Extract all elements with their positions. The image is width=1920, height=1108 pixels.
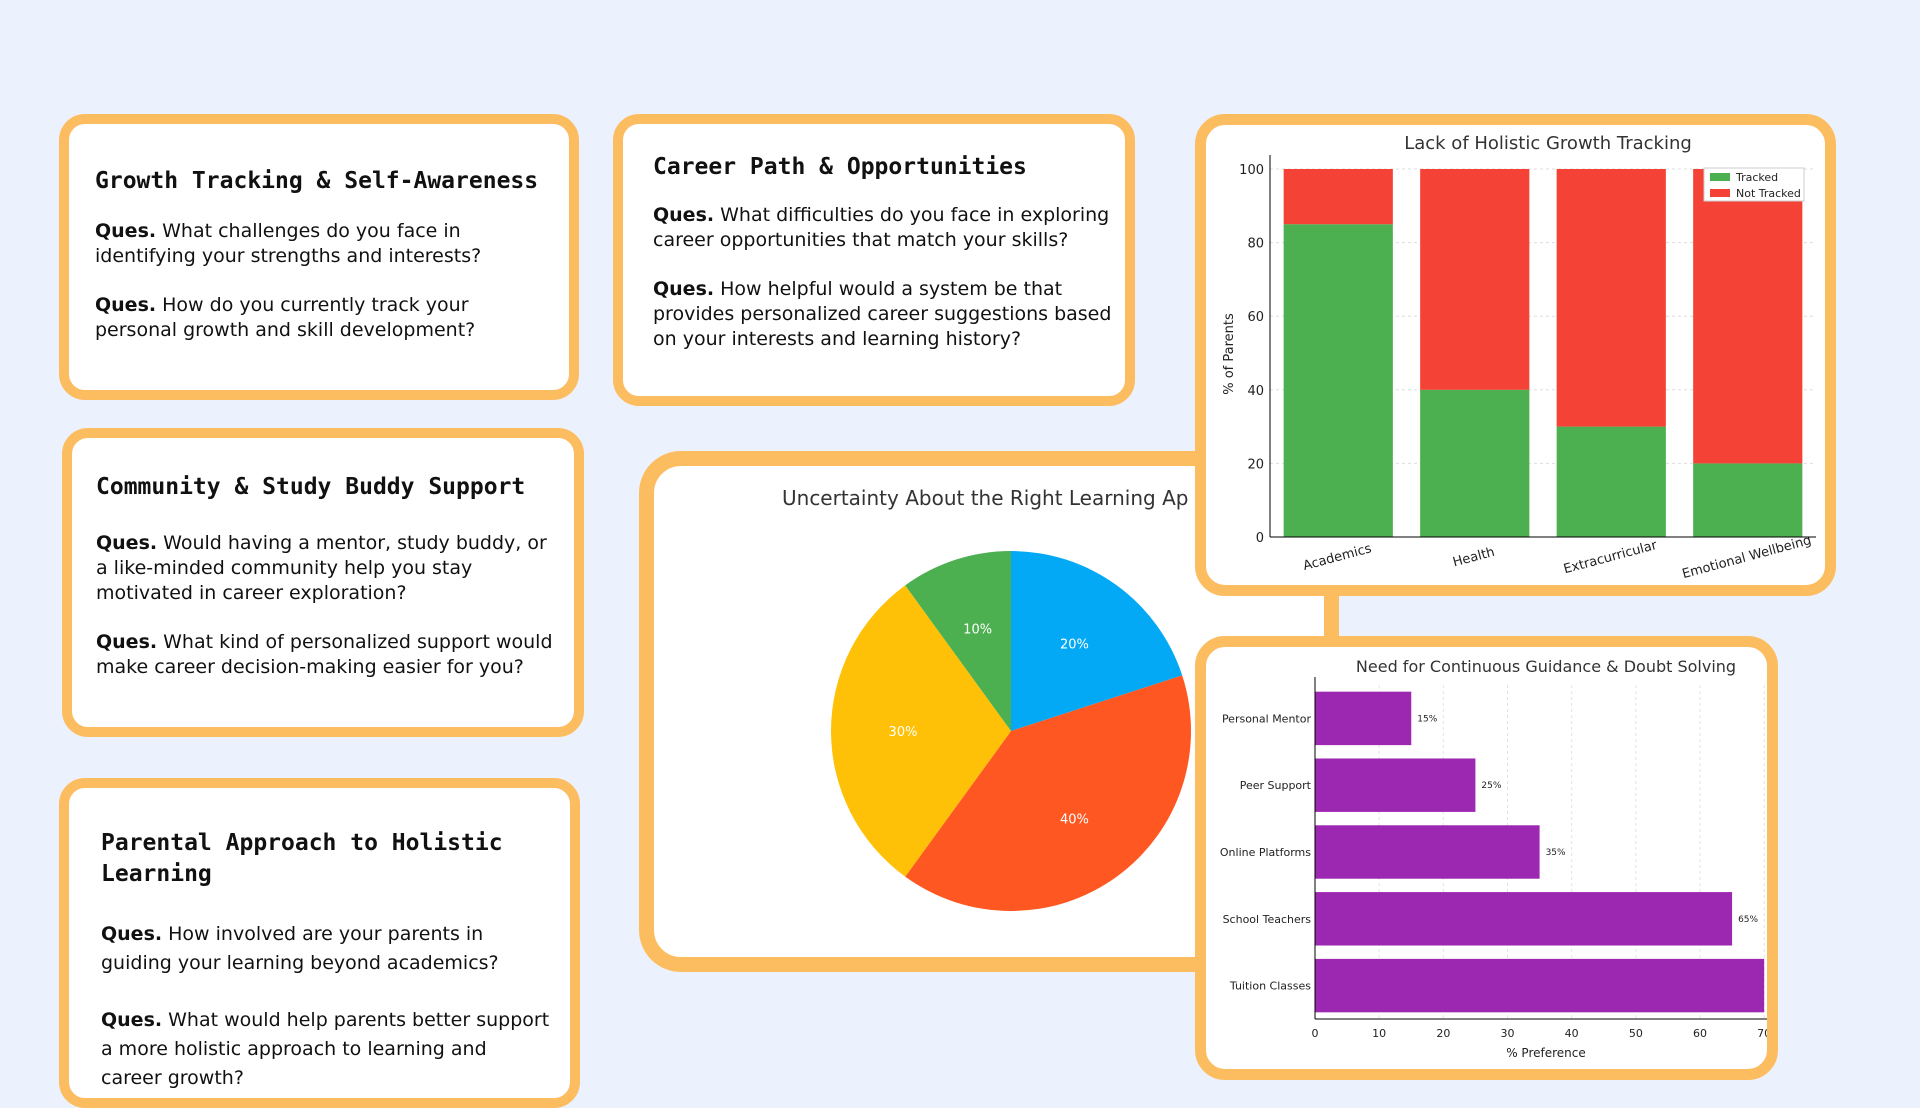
bar-segment	[1693, 463, 1803, 537]
pie-slice	[905, 551, 1011, 731]
question-2: Ques. What kind of personalized support …	[96, 631, 553, 678]
y-tick-label: Online Platforms	[1220, 846, 1311, 859]
card-growth-tracking: Growth Tracking & Self-Awareness Ques. W…	[59, 114, 579, 400]
x-tick-label: Emotional Wellbeing	[1681, 533, 1813, 582]
legend-swatch-not-tracked	[1710, 189, 1730, 197]
pie-chart: Uncertainty About the Right Learning Ap …	[782, 486, 1191, 911]
question-2: Ques. How do you currently track your pe…	[95, 294, 476, 341]
card-title: Career Path & Opportunities	[653, 154, 1027, 180]
legend-label-tracked: Tracked	[1735, 171, 1778, 184]
bar	[1315, 958, 1765, 1013]
pie-slice	[905, 675, 1191, 911]
y-tick-label: Tuition Classes	[1229, 980, 1311, 993]
pie-slice	[831, 585, 1011, 877]
stacked-title: Lack of Holistic Growth Tracking	[1404, 133, 1692, 154]
card-career-path: Career Path & Opportunities Ques. What d…	[613, 114, 1135, 406]
question-1: Ques. What challenges do you face in ide…	[95, 220, 482, 267]
bar-segment	[1420, 169, 1530, 390]
card-title: Parental Approach to Holistic Learning	[101, 830, 503, 887]
x-axis-label: % Preference	[1506, 1046, 1586, 1060]
bar-data-label: 35%	[1546, 848, 1566, 858]
question-1: Ques. What difficulties do you face in e…	[653, 204, 1110, 251]
pie-slice-label: 40%	[1060, 812, 1089, 827]
x-tick-label: 30	[1501, 1027, 1515, 1040]
y-tick-label: Personal Mentor	[1222, 712, 1312, 725]
x-tick-label: 60	[1693, 1027, 1707, 1040]
bar	[1315, 691, 1412, 746]
card-horizontal-bar-chart: Need for Continuous Guidance & Doubt Sol…	[1195, 636, 1778, 1080]
horizontal-bar-chart: Need for Continuous Guidance & Doubt Sol…	[1220, 657, 1767, 1060]
bar-segment	[1556, 426, 1666, 537]
x-tick-label: 70	[1757, 1027, 1767, 1040]
pie-title: Uncertainty About the Right Learning Ap	[782, 486, 1188, 510]
bar-segment	[1283, 224, 1393, 537]
x-tick-label: Extracurricular	[1562, 538, 1659, 578]
y-tick-label: 0	[1256, 531, 1264, 546]
bar-data-label: 65%	[1738, 915, 1758, 925]
bar-segment	[1693, 169, 1803, 464]
bar-segment	[1556, 169, 1666, 427]
y-tick-label: 80	[1247, 237, 1264, 252]
bar	[1315, 892, 1733, 946]
card-title: Community & Study Buddy Support	[96, 474, 526, 500]
legend: Tracked Not Tracked	[1703, 167, 1805, 202]
bar-data-label: 15%	[1417, 714, 1437, 724]
y-tick-label: School Teachers	[1223, 913, 1312, 926]
y-tick-label: 20	[1247, 457, 1264, 472]
hbar-title: Need for Continuous Guidance & Doubt Sol…	[1356, 657, 1736, 676]
bar-segment	[1420, 389, 1530, 537]
y-tick-label: 40	[1247, 384, 1264, 399]
stacked-bar-chart: Lack of Holistic Growth Tracking % of Pa…	[1222, 133, 1816, 582]
pie-slice-label: 10%	[963, 622, 992, 637]
y-tick-label: 100	[1239, 163, 1264, 178]
x-tick-label: 50	[1629, 1027, 1643, 1040]
legend-label-not-tracked: Not Tracked	[1736, 187, 1801, 200]
question-2: Ques. What would help parents better sup…	[101, 1009, 550, 1089]
card-community-support: Community & Study Buddy Support Ques. Wo…	[62, 428, 584, 737]
question-1: Ques. Would having a mentor, study buddy…	[96, 532, 547, 604]
bar	[1315, 825, 1540, 879]
legend-swatch-tracked	[1710, 173, 1730, 181]
card-title: Growth Tracking & Self-Awareness	[95, 168, 539, 194]
question-1: Ques. How involved are your parents in g…	[101, 923, 499, 974]
x-tick-label: 10	[1372, 1027, 1386, 1040]
pie-slice	[1011, 551, 1183, 731]
card-parental-approach: Parental Approach to Holistic Learning Q…	[59, 778, 580, 1108]
y-tick-label: 60	[1247, 310, 1264, 325]
question-2: Ques. How helpful would a system be that…	[653, 278, 1112, 350]
bar-data-label: 25%	[1481, 781, 1501, 791]
x-tick-label: Health	[1451, 545, 1496, 571]
x-tick-label: 0	[1312, 1027, 1319, 1040]
bar	[1315, 758, 1476, 812]
y-tick-label: Peer Support	[1240, 779, 1312, 792]
bar-segment	[1283, 169, 1393, 225]
x-tick-label: 40	[1565, 1027, 1579, 1040]
x-tick-label: 20	[1436, 1027, 1450, 1040]
y-axis-label: % of Parents	[1222, 313, 1237, 395]
card-stacked-bar-chart: Lack of Holistic Growth Tracking % of Pa…	[1195, 114, 1836, 596]
pie-slice-label: 20%	[1060, 638, 1089, 653]
pie-slice-label: 30%	[889, 725, 918, 740]
x-tick-label: Academics	[1301, 541, 1373, 574]
